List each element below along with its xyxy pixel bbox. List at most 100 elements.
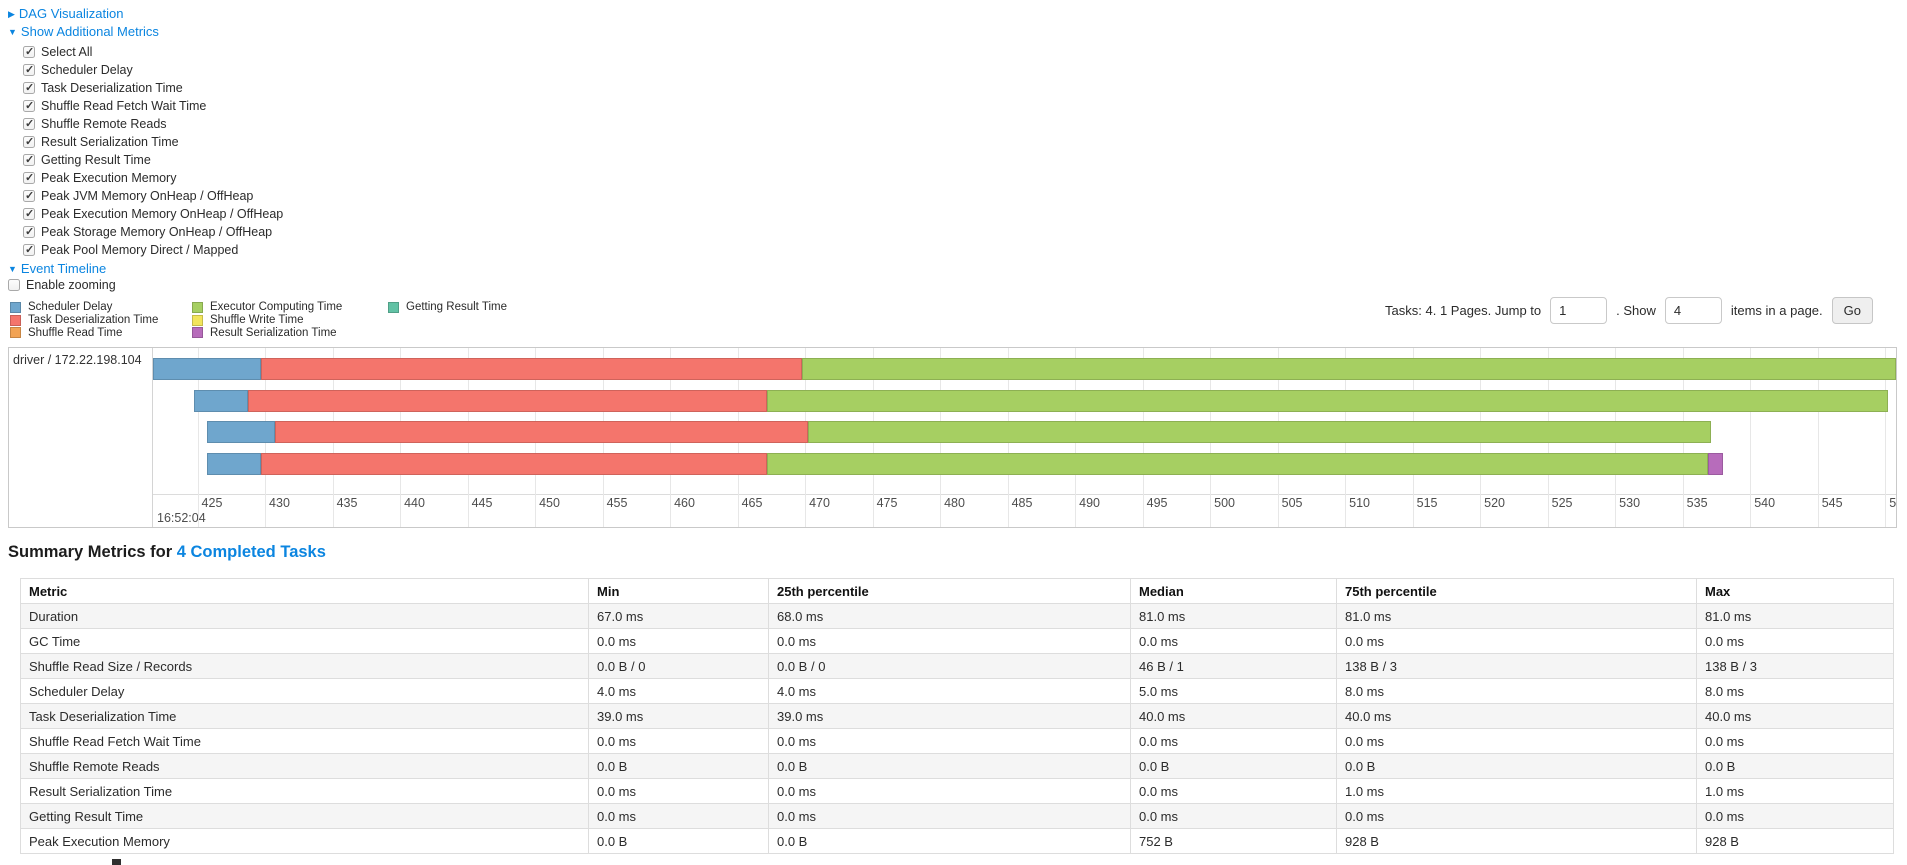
task-timeline-bar[interactable] — [153, 453, 1896, 475]
executor-computing-time-segment[interactable] — [802, 358, 1896, 380]
timeline-tick-label: 485 — [1011, 496, 1033, 510]
task-deserialization-time-segment[interactable] — [261, 358, 803, 380]
metric-checkbox[interactable] — [23, 225, 35, 238]
dag-visualization-toggle[interactable]: ▶ DAG Visualization — [8, 6, 123, 21]
scheduler-delay-segment[interactable] — [207, 421, 275, 443]
summary-table-cell: 67.0 ms — [588, 603, 769, 629]
executor-computing-time-segment[interactable] — [767, 390, 1888, 412]
timeline-tick-label: 445 — [471, 496, 493, 510]
summary-table-cell: 4.0 ms — [588, 678, 769, 704]
result-serialization-time-segment[interactable] — [1708, 453, 1724, 475]
metric-checkbox-row[interactable]: Select All — [23, 44, 92, 60]
metric-checkbox-row[interactable]: Result Serialization Time — [23, 134, 179, 150]
summary-table-cell: 0.0 ms — [1130, 728, 1337, 754]
task-timeline-bar[interactable] — [153, 390, 1896, 412]
metric-checkbox-label: Select All — [41, 45, 93, 59]
metric-checkbox-row[interactable]: Peak Execution Memory OnHeap / OffHeap — [23, 206, 283, 222]
timeline-tick-label: 540 — [1754, 496, 1776, 510]
metric-checkbox-row[interactable]: Peak Pool Memory Direct / Mapped — [23, 242, 238, 258]
metric-checkbox-label: Getting Result Time — [41, 153, 151, 167]
legend-item: Shuffle Write Time — [192, 314, 342, 327]
metric-checkbox[interactable] — [23, 81, 35, 94]
summary-table-cell: 0.0 ms — [1130, 778, 1337, 804]
summary-table-cell: 0.0 ms — [1336, 803, 1697, 829]
metric-checkbox-row[interactable]: Shuffle Remote Reads — [23, 116, 167, 132]
summary-table-cell: 138 B / 3 — [1336, 653, 1697, 679]
summary-table-cell: 0.0 ms — [1336, 628, 1697, 654]
jump-to-page-input[interactable] — [1550, 296, 1608, 324]
summary-table-cell: 0.0 ms — [768, 628, 1131, 654]
metric-checkbox[interactable] — [23, 45, 35, 58]
timeline-tick-label: 430 — [269, 496, 290, 510]
task-deserialization-time-segment[interactable] — [261, 453, 768, 475]
expanded-arrow-icon: ▼ — [8, 27, 17, 37]
timeline-tick-label: 510 — [1349, 496, 1370, 510]
executor-computing-time-segment[interactable] — [767, 453, 1709, 475]
legend-label: Getting Result Time — [406, 301, 507, 314]
items-per-page-input[interactable] — [1664, 296, 1722, 324]
enable-zooming-checkbox[interactable] — [8, 279, 20, 291]
cutoff-next-section — [112, 859, 121, 865]
enable-zooming-checkbox-row[interactable]: Enable zooming — [8, 277, 116, 293]
summary-table-row: Shuffle Read Size / Records 0.0 B / 0 0.0 … — [20, 653, 1894, 679]
timeline-tick-label: 455 — [606, 496, 628, 510]
summary-table-cell: 4.0 ms — [768, 678, 1131, 704]
metric-checkbox[interactable] — [23, 117, 35, 130]
metric-checkbox-row[interactable]: Task Deserialization Time — [23, 80, 183, 96]
timeline-tick-label: 435 — [336, 496, 358, 510]
timeline-tick-label: 515 — [1416, 496, 1438, 510]
legend-item: Shuffle Read Time — [10, 326, 158, 339]
pagination-summary-text: Tasks: 4. 1 Pages. Jump to — [1385, 302, 1542, 318]
go-button[interactable]: Go — [1831, 296, 1873, 324]
summary-table-cell: 0.0 B — [1336, 753, 1697, 779]
metric-checkbox[interactable] — [23, 171, 35, 184]
timeline-tick-label: 525 — [1551, 496, 1573, 510]
metric-checkbox-row[interactable]: Scheduler Delay — [23, 62, 133, 78]
metric-checkbox-row[interactable]: Getting Result Time — [23, 152, 151, 168]
summary-table-cell: 928 B — [1696, 828, 1894, 854]
summary-table-cell: 0.0 ms — [588, 778, 769, 804]
timeline-tick-label: 550 — [1889, 496, 1896, 510]
metric-checkbox[interactable] — [23, 189, 35, 202]
scheduler-delay-segment[interactable] — [207, 453, 261, 475]
collapsed-arrow-icon: ▶ — [8, 9, 15, 19]
task-deserialization-time-segment[interactable] — [247, 390, 768, 412]
completed-tasks-link[interactable]: 4 Completed Tasks — [176, 543, 326, 561]
event-timeline-toggle[interactable]: ▼ Event Timeline — [8, 261, 106, 276]
scheduler-delay-segment[interactable] — [153, 358, 261, 380]
metric-checkbox-label: Task Deserialization Time — [41, 81, 183, 95]
metric-checkbox[interactable] — [23, 63, 35, 76]
axis-base-time-label: 16:52:04 — [157, 511, 206, 525]
summary-column-header: Median — [1130, 578, 1337, 604]
scheduler-delay-segment[interactable] — [193, 390, 248, 412]
timeline-tick-label: 545 — [1821, 496, 1843, 510]
task-timeline-bar[interactable] — [153, 421, 1896, 443]
task-deserialization-time-segment[interactable] — [274, 421, 808, 443]
summary-table-cell: 8.0 ms — [1696, 678, 1894, 704]
timeline-tick-label: 530 — [1619, 496, 1641, 510]
timeline-tick-label: 535 — [1686, 496, 1708, 510]
metric-checkbox[interactable] — [23, 243, 35, 256]
summary-table-cell: 0.0 B — [588, 753, 769, 779]
metric-checkbox-row[interactable]: Peak JVM Memory OnHeap / OffHeap — [23, 188, 253, 204]
metric-checkbox-row[interactable]: Peak Storage Memory OnHeap / OffHeap — [23, 224, 272, 240]
metric-checkbox[interactable] — [23, 135, 35, 148]
legend-column: Executor Computing Time Shuffle Write Tim… — [192, 301, 342, 339]
metric-checkbox[interactable] — [23, 153, 35, 166]
summary-table-cell: 39.0 ms — [768, 703, 1131, 729]
metric-checkbox-row[interactable]: Shuffle Read Fetch Wait Time — [23, 98, 206, 114]
summary-table-cell: 0.0 B — [1130, 753, 1337, 779]
summary-column-header: 75th percentile — [1336, 578, 1697, 604]
summary-table-cell: 81.0 ms — [1336, 603, 1697, 629]
timeline-gridline — [1885, 348, 1887, 527]
summary-table-cell: 0.0 ms — [1336, 728, 1697, 754]
show-additional-metrics-toggle[interactable]: ▼ Show Additional Metrics — [8, 24, 159, 39]
executor-computing-time-segment[interactable] — [807, 421, 1712, 443]
metric-checkbox[interactable] — [23, 99, 35, 112]
timeline-tick-label: 440 — [404, 496, 425, 510]
metric-checkbox-row[interactable]: Peak Execution Memory — [23, 170, 176, 186]
task-timeline-bar[interactable] — [153, 358, 1896, 380]
summary-table-row: Peak Execution Memory 0.0 B 0.0 B 752 B 928 … — [20, 828, 1894, 854]
metric-checkbox[interactable] — [23, 207, 35, 220]
summary-table-cell: 0.0 ms — [588, 803, 769, 829]
